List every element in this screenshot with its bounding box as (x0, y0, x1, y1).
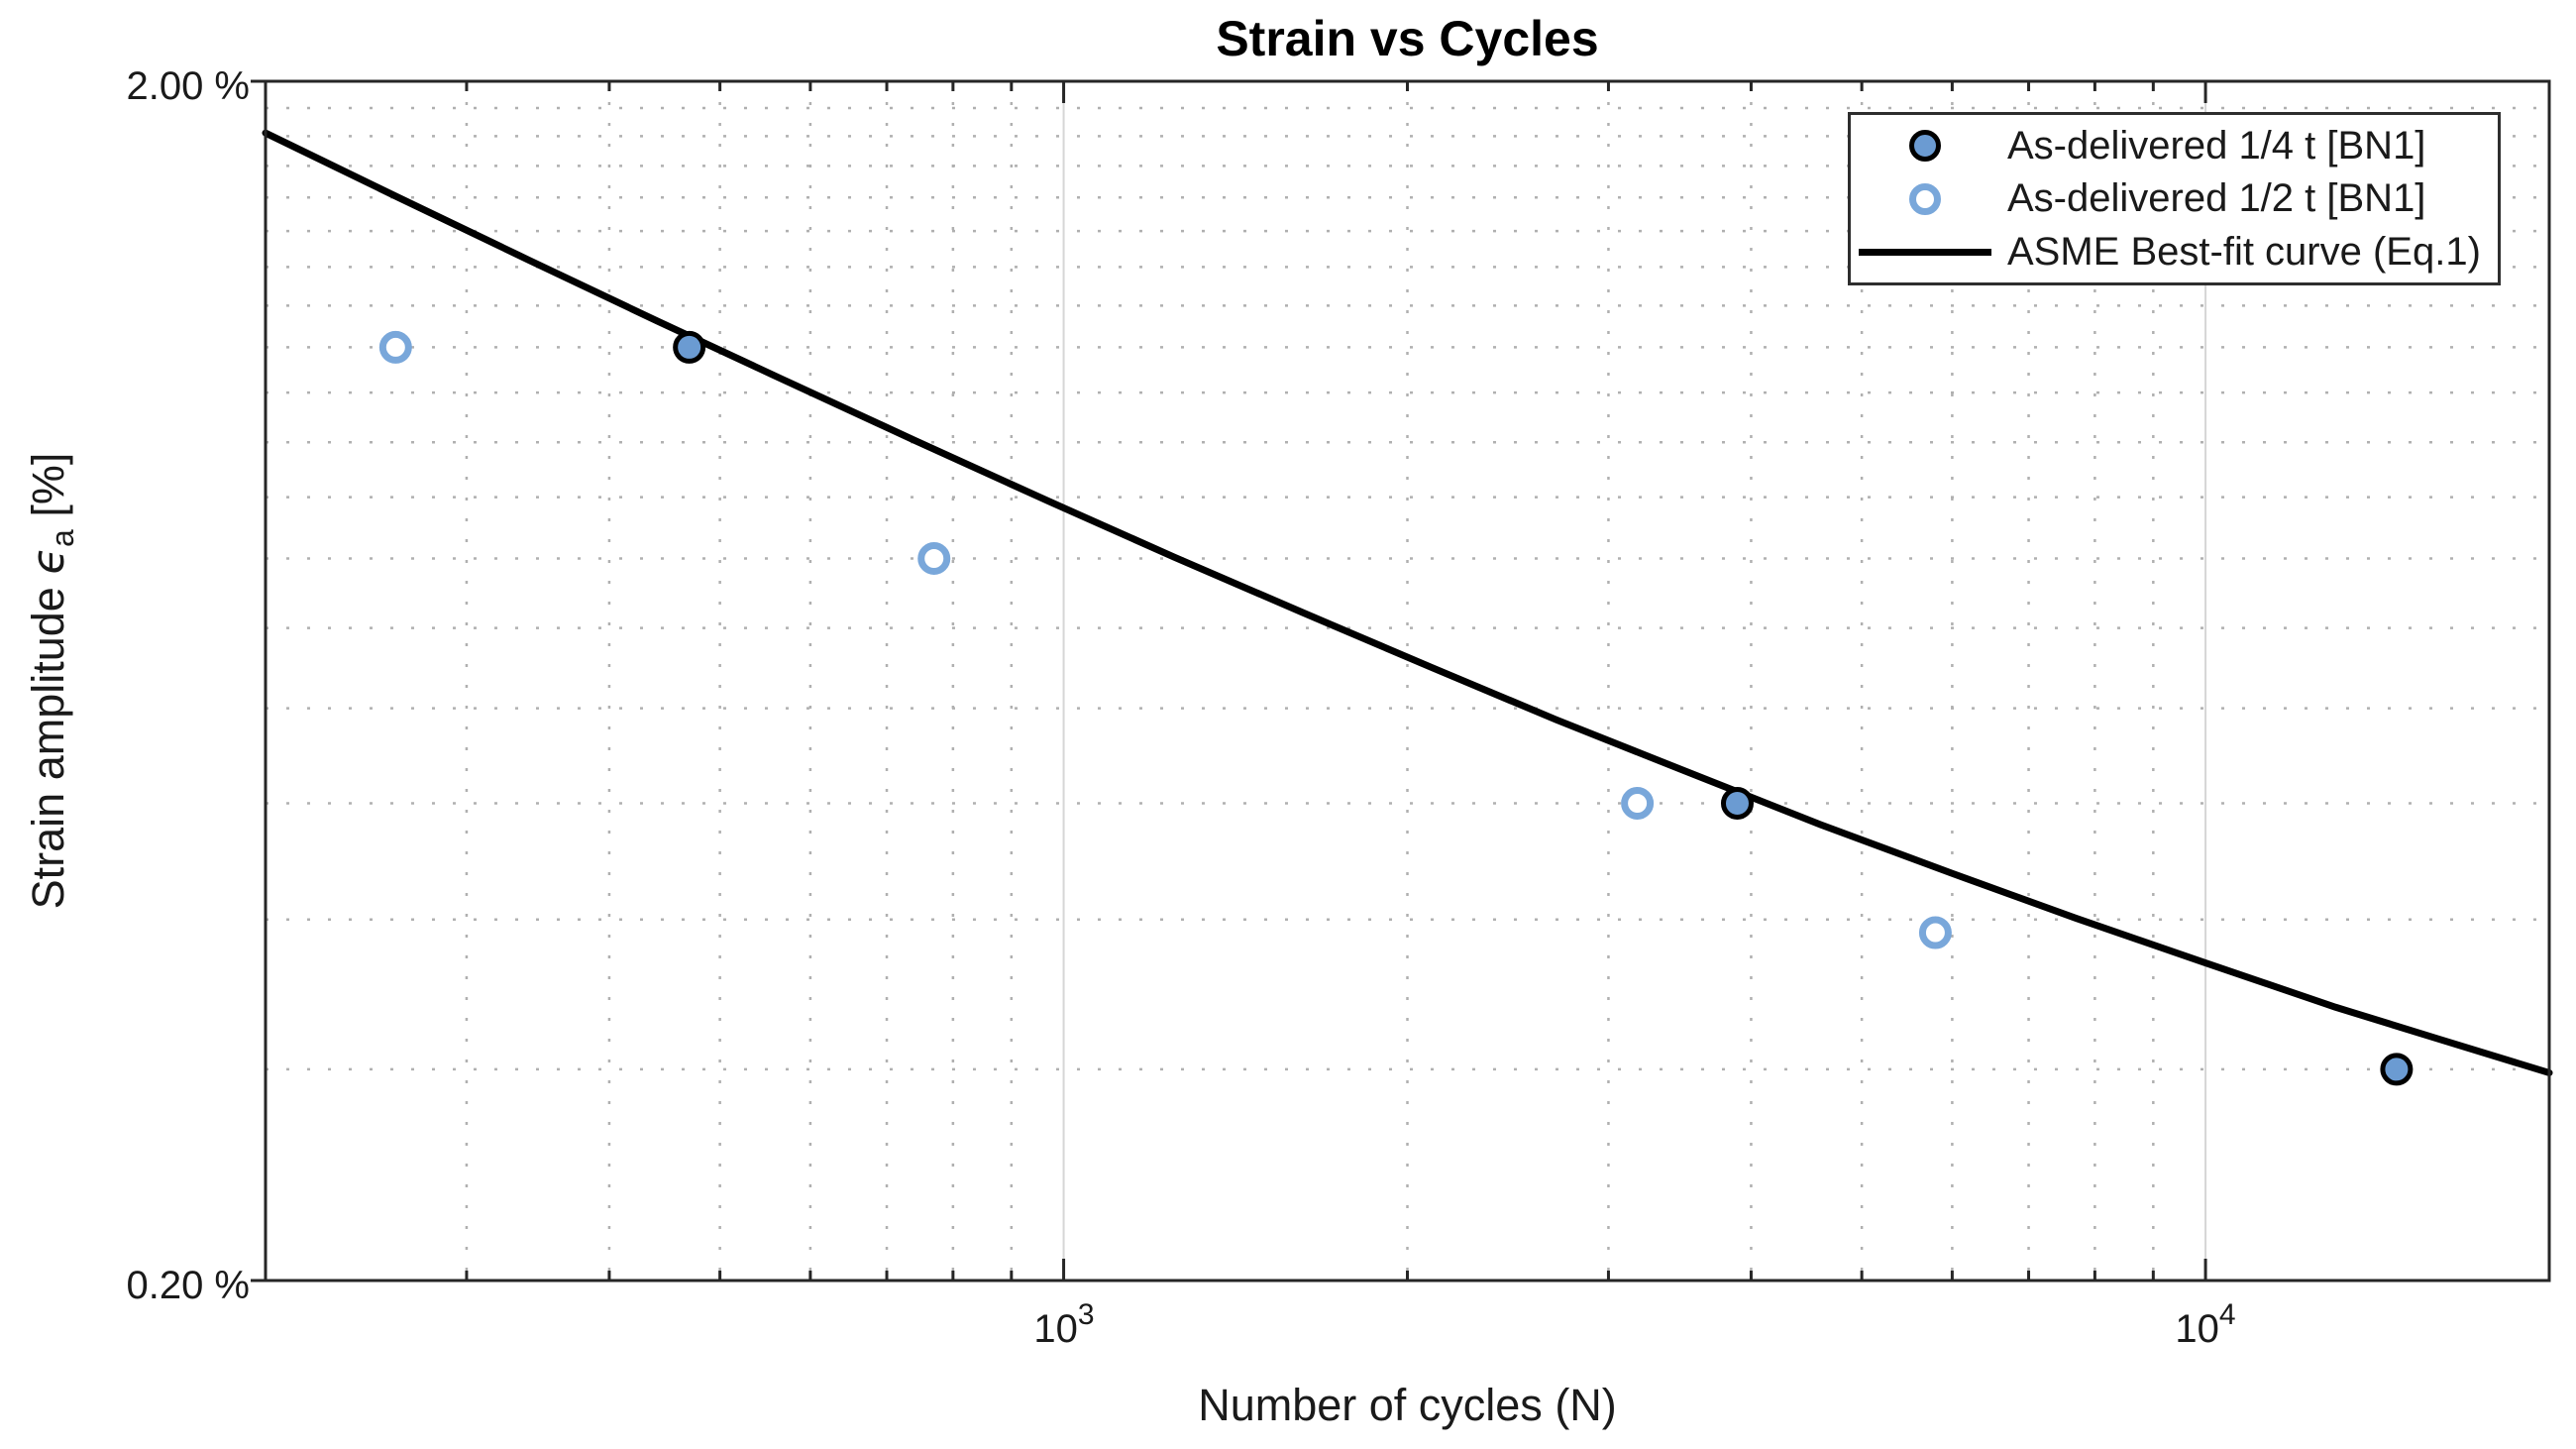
data-point-open (1918, 916, 1952, 949)
filled-circle-marker-icon (1851, 127, 1999, 165)
plot-frame (264, 79, 2551, 1282)
legend-label: As-delivered 1/2 t [BN1] (2007, 176, 2426, 220)
legend-label: As-delivered 1/4 t [BN1] (2007, 123, 2426, 167)
x-tick-exponent: 4 (2218, 1298, 2236, 1331)
data-point-filled (673, 330, 706, 364)
x-tick-label-1e3: 103 (965, 1298, 1163, 1352)
epsilon-symbol: ϵ (22, 546, 74, 575)
legend-item-open-series: As-delivered 1/2 t [BN1] (1851, 176, 2498, 221)
open-circle-marker-icon (1851, 180, 1999, 218)
y-tick-label-0-20: 0.20 % (126, 1264, 250, 1307)
x-tick-base: 10 (2175, 1307, 2219, 1351)
x-tick-base: 10 (1033, 1307, 1078, 1351)
y-axis-label: Strain amplitude ϵa [%] (22, 453, 81, 910)
best-fit-curve (262, 129, 2553, 1076)
data-point-open (1621, 786, 1655, 820)
data-point-open (917, 542, 951, 576)
x-axis-label: Number of cycles (N) (1198, 1380, 1617, 1430)
x-tick-label-1e4: 104 (2106, 1298, 2305, 1352)
data-point-open (378, 330, 412, 364)
legend-item-curve: ASME Best-fit curve (Eq.1) (1851, 230, 2498, 275)
x-tick-exponent: 3 (1077, 1298, 1095, 1331)
legend: As-delivered 1/4 t [BN1] As-delivered 1/… (1848, 112, 2501, 285)
y-axis-label-unit: [%] (23, 452, 73, 530)
chart-title: Strain vs Cycles (1216, 11, 1599, 66)
legend-label: ASME Best-fit curve (Eq.1) (2007, 229, 2481, 274)
y-tick-label-2-00: 2.00 % (126, 64, 250, 108)
epsilon-subscript: a (45, 529, 80, 547)
legend-item-filled-series: As-delivered 1/4 t [BN1] (1851, 124, 2498, 168)
data-point-filled (1720, 786, 1754, 820)
y-axis-label-text: Strain amplitude (23, 574, 73, 910)
data-point-filled (2380, 1053, 2414, 1086)
line-sample-icon (1851, 248, 1999, 256)
